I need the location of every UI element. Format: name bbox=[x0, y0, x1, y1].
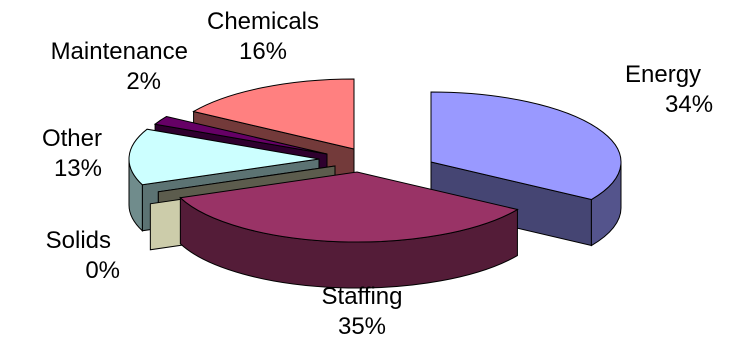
label-solids-pct: 0% bbox=[20, 256, 120, 286]
label-chemicals-name: Chemicals bbox=[203, 7, 323, 37]
label-energy-pct: 34% bbox=[625, 90, 713, 120]
label-other-pct: 13% bbox=[10, 154, 102, 184]
label-solids: Solids 0% bbox=[20, 226, 120, 286]
label-energy-name: Energy bbox=[625, 60, 713, 90]
label-maintenance: Maintenance 2% bbox=[20, 37, 188, 97]
label-chemicals-pct: 16% bbox=[203, 37, 323, 67]
label-other: Other 13% bbox=[10, 124, 102, 184]
label-energy: Energy 34% bbox=[625, 60, 713, 120]
label-other-name: Other bbox=[10, 124, 102, 154]
label-staffing-pct: 35% bbox=[312, 312, 412, 342]
label-maintenance-pct: 2% bbox=[20, 67, 188, 97]
label-maintenance-name: Maintenance bbox=[20, 37, 188, 67]
label-solids-name: Solids bbox=[20, 226, 120, 256]
label-staffing-name: Staffing bbox=[312, 282, 412, 312]
label-staffing: Staffing 35% bbox=[312, 282, 412, 342]
label-chemicals: Chemicals 16% bbox=[203, 7, 323, 67]
